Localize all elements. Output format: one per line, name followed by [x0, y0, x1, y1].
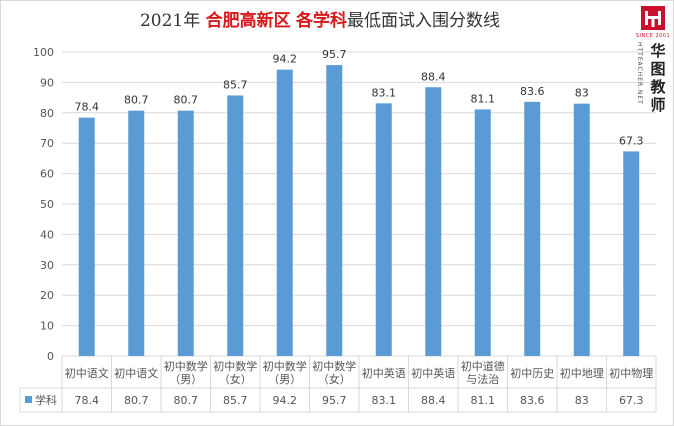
x-tick-label: 初中语文: [114, 366, 158, 380]
x-tick-label: （男）: [268, 373, 301, 386]
bar: [573, 103, 590, 357]
y-tick-label: 30: [40, 259, 54, 272]
table-cell-value: 67.3: [619, 394, 644, 407]
x-tick-label: （女）: [219, 372, 252, 386]
bar: [78, 117, 95, 356]
table-cell-value: 88.4: [421, 394, 446, 407]
logo-since: SINCE 2001: [635, 33, 671, 39]
data-label: 83: [575, 87, 589, 100]
table-cell-value: 85.7: [223, 394, 248, 407]
title-year: 2021年: [139, 11, 201, 31]
x-tick-label: 初中英语: [362, 366, 406, 380]
x-tick-label: 初中数学: [312, 359, 356, 373]
x-tick-label: 初中数学: [164, 359, 208, 373]
x-tick-label: 初中地理: [560, 366, 604, 380]
data-label: 88.4: [421, 70, 446, 83]
bar: [177, 110, 194, 356]
title-highlight-subjects: 各学科: [296, 11, 348, 31]
data-label: 81.1: [471, 92, 496, 105]
table-cell-value: 80.7: [124, 394, 149, 407]
table-cell-value: 83: [575, 394, 589, 407]
y-tick-label: 40: [40, 228, 54, 241]
y-tick-label: 60: [40, 168, 54, 181]
bar: [128, 110, 145, 356]
table-cell-value: 95.7: [322, 394, 347, 407]
x-tick-label: 初中物理: [609, 366, 653, 380]
table-cell-value: 83.6: [520, 394, 545, 407]
bar: [474, 109, 491, 357]
table-cell-value: 80.7: [174, 394, 199, 407]
x-tick-label: （女）: [318, 372, 351, 386]
x-tick-label: 初中语文: [65, 366, 109, 380]
table-cell-value: 83.1: [372, 394, 397, 407]
title-highlight-district: 合肥高新区: [205, 11, 291, 31]
x-tick-label: 初中英语: [411, 366, 455, 380]
y-tick-label: 70: [40, 137, 54, 150]
x-tick-label: 初中历史: [510, 366, 554, 380]
table-cell-value: 94.2: [273, 394, 298, 407]
x-tick-label: 初中数学: [263, 359, 307, 373]
x-tick-label: 与法治: [466, 372, 499, 386]
data-label: 80.7: [124, 94, 149, 107]
chart-title: 2021年 合肥高新区 各学科最低面试入围分数线: [0, 6, 640, 31]
y-tick-label: 50: [40, 198, 54, 211]
bar: [524, 101, 541, 356]
y-tick-label: 90: [40, 76, 54, 89]
logo-url: HTTEACHER.NET: [636, 42, 643, 105]
brand-logo: SINCE 2001 HTTEACHER.NET 华图教师: [633, 2, 673, 120]
y-tick-label: 10: [40, 320, 54, 333]
data-label: 95.7: [322, 48, 347, 61]
logo-mark-icon: [641, 6, 665, 30]
bar: [425, 87, 442, 356]
data-label: 67.3: [619, 134, 644, 147]
bar: [276, 69, 293, 356]
data-label: 83.1: [372, 86, 397, 99]
bar: [623, 151, 640, 356]
y-tick-label: 80: [40, 107, 54, 120]
y-tick-label: 20: [40, 289, 54, 302]
x-tick-label: （男）: [169, 373, 202, 386]
bar: [326, 65, 343, 357]
title-rest: 最低面试入围分数线: [347, 11, 501, 31]
bar: [227, 95, 244, 357]
bar: [375, 103, 392, 356]
data-label: 85.7: [223, 78, 248, 91]
table-cell-value: 81.1: [471, 394, 496, 407]
y-tick-label: 100: [33, 46, 54, 59]
logo-name: 华图教师: [650, 42, 666, 114]
y-tick-label: 0: [47, 350, 54, 363]
x-tick-label: 初中数学: [213, 359, 257, 373]
x-tick-label: 初中道德: [461, 359, 505, 373]
legend-swatch: [25, 396, 32, 403]
table-cell-value: 78.4: [75, 394, 100, 407]
data-label: 78.4: [75, 101, 100, 114]
data-label: 80.7: [174, 94, 199, 107]
data-label: 94.2: [273, 53, 298, 66]
legend-label: 学科: [35, 393, 57, 407]
data-label: 83.6: [520, 85, 545, 98]
